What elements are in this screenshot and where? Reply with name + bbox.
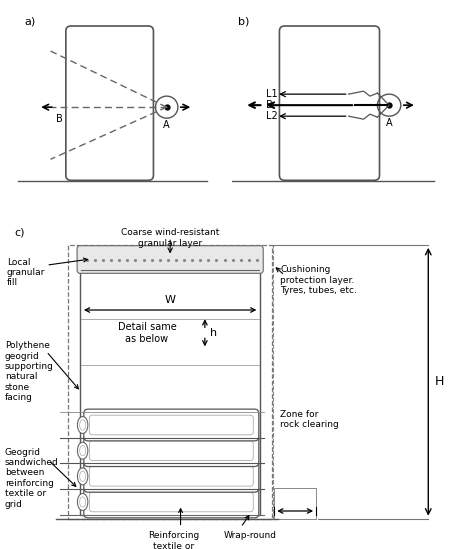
FancyBboxPatch shape: [84, 435, 259, 467]
Text: Local
granular
fill: Local granular fill: [7, 257, 45, 288]
FancyBboxPatch shape: [84, 486, 259, 518]
Bar: [275, 488, 316, 519]
FancyBboxPatch shape: [89, 492, 253, 512]
Text: a): a): [24, 17, 35, 27]
Text: Wrap-round: Wrap-round: [224, 531, 276, 540]
Ellipse shape: [80, 497, 86, 507]
Text: h: h: [209, 328, 217, 338]
Bar: [69, 245, 272, 519]
Text: Detail same
as below: Detail same as below: [118, 322, 176, 344]
Text: W: W: [165, 295, 175, 305]
FancyBboxPatch shape: [89, 415, 253, 435]
Text: H: H: [435, 376, 444, 388]
Text: b): b): [238, 17, 249, 27]
Text: Coarse wind-resistant
granular layer: Coarse wind-resistant granular layer: [121, 228, 219, 248]
Text: c): c): [14, 227, 25, 237]
Text: L1: L1: [266, 89, 277, 99]
Ellipse shape: [77, 468, 88, 485]
FancyBboxPatch shape: [66, 26, 153, 180]
Ellipse shape: [77, 442, 88, 459]
Text: L2: L2: [266, 111, 277, 121]
Text: Geogrid
sandwiched
between
reinforcing
textile or
grid: Geogrid sandwiched between reinforcing t…: [5, 447, 58, 508]
Text: Cushioning
protection layer.
Tyres, tubes, etc.: Cushioning protection layer. Tyres, tube…: [280, 265, 357, 295]
Text: A: A: [386, 118, 393, 128]
Text: Zone for
rock clearing: Zone for rock clearing: [280, 410, 339, 429]
Text: B: B: [56, 114, 63, 124]
Text: A: A: [163, 120, 170, 130]
FancyBboxPatch shape: [84, 461, 259, 492]
FancyBboxPatch shape: [84, 409, 259, 441]
Ellipse shape: [77, 417, 88, 434]
Ellipse shape: [80, 420, 86, 430]
Ellipse shape: [77, 494, 88, 511]
FancyBboxPatch shape: [280, 26, 380, 180]
FancyBboxPatch shape: [77, 246, 263, 273]
FancyBboxPatch shape: [89, 467, 253, 486]
Bar: [80, 249, 260, 515]
Text: Reinforcing
textile or
grid: Reinforcing textile or grid: [148, 531, 199, 549]
Ellipse shape: [80, 471, 86, 481]
Text: Polythene
geogrid
supporting
natural
stone
facing: Polythene geogrid supporting natural sto…: [5, 341, 54, 402]
Ellipse shape: [80, 446, 86, 456]
Text: B: B: [266, 100, 272, 110]
FancyBboxPatch shape: [89, 441, 253, 461]
